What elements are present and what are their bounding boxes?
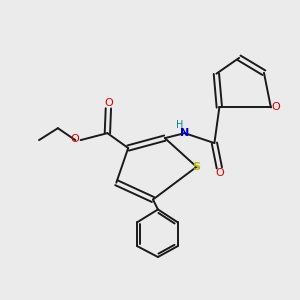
Text: O: O [272, 102, 280, 112]
Text: H: H [176, 120, 183, 130]
Text: S: S [193, 162, 201, 172]
Text: O: O [105, 98, 113, 108]
Text: O: O [70, 134, 79, 144]
Text: O: O [215, 168, 224, 178]
Text: N: N [180, 128, 189, 138]
